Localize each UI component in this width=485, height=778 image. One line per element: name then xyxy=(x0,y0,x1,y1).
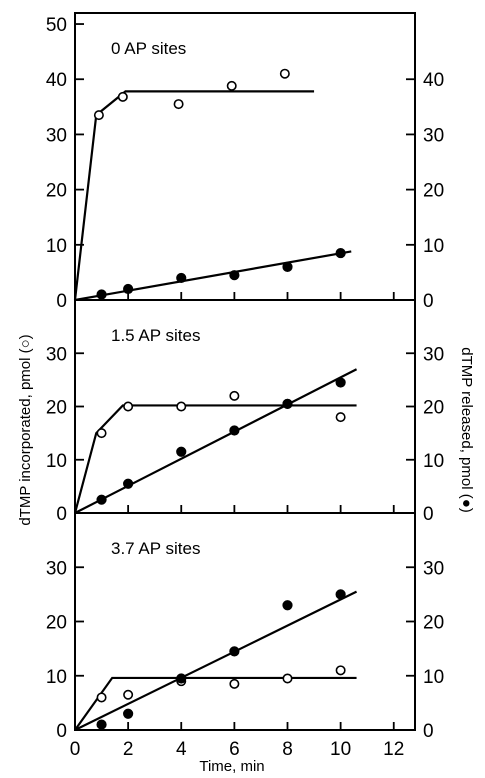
panel-2: 1.5 AP sites 0 10 20 30 0 10 20 30 xyxy=(46,299,444,525)
incorporated-point xyxy=(117,91,128,102)
panel-title: 3.7 AP sites xyxy=(111,539,200,558)
left-tick-label: 30 xyxy=(46,125,67,146)
released-point xyxy=(282,600,293,611)
x-tick-label: 2 xyxy=(123,739,134,760)
right-tick-label: 30 xyxy=(423,344,444,365)
right-tick-label: 10 xyxy=(423,236,444,257)
right-axis-title: dTMP released, pmol (●) xyxy=(458,347,475,513)
x-tick-label: 10 xyxy=(330,739,351,760)
x-tick-label: 6 xyxy=(229,739,240,760)
released-point xyxy=(96,494,107,505)
released-point xyxy=(176,446,187,457)
right-tick-label: 20 xyxy=(423,613,444,634)
left-tick-label: 0 xyxy=(56,504,67,525)
left-tick-label: 30 xyxy=(46,558,67,579)
released-point xyxy=(123,708,134,719)
incorporated-point xyxy=(96,428,107,439)
incorporated-point xyxy=(279,68,290,79)
right-tick-label: 0 xyxy=(423,291,434,312)
left-tick-label: 10 xyxy=(46,236,67,257)
released-point xyxy=(229,646,240,657)
right-tick-label: 20 xyxy=(423,181,444,202)
released-fit-line xyxy=(74,368,358,514)
right-tick-label: 30 xyxy=(423,125,444,146)
released-point xyxy=(96,289,107,300)
released-point xyxy=(335,589,346,600)
x-tick-label: 4 xyxy=(176,739,187,760)
incorporated-point xyxy=(123,401,134,412)
incorporated-point xyxy=(335,665,346,676)
left-tick-label: 20 xyxy=(46,181,67,202)
incorporated-point xyxy=(96,692,107,703)
released-point xyxy=(96,719,107,730)
released-point xyxy=(282,261,293,272)
incorporated-point xyxy=(335,412,346,423)
right-tick-label: 10 xyxy=(423,667,444,688)
released-point xyxy=(123,283,134,295)
incorporated-point xyxy=(282,673,293,684)
incorporated-point xyxy=(93,110,104,121)
left-tick-label: 10 xyxy=(46,451,67,472)
panel-3: 3.7 AP sites 0 10 20 30 0 10 20 30 xyxy=(46,512,444,742)
x-tick-label: 12 xyxy=(383,739,404,760)
incorporated-fit-line xyxy=(73,90,315,301)
released-fit-line xyxy=(74,250,352,302)
left-tick-label: 30 xyxy=(46,344,67,365)
released-point xyxy=(229,270,240,281)
incorporated-point xyxy=(226,80,237,91)
incorporated-point xyxy=(229,678,240,689)
x-tick-label: 0 xyxy=(70,739,81,760)
incorporated-fit-line xyxy=(74,676,357,731)
left-tick-label: 0 xyxy=(56,291,67,312)
x-tick-label: 8 xyxy=(282,739,293,760)
panel-title: 0 AP sites xyxy=(111,39,186,58)
left-tick-label: 20 xyxy=(46,613,67,634)
left-tick-label: 10 xyxy=(46,667,67,688)
incorporated-point xyxy=(229,390,240,401)
left-tick-label: 50 xyxy=(46,15,67,36)
left-tick-label: 40 xyxy=(46,70,67,91)
chart-panels: 0 AP sites 0 10 20 30 40 50 0 10 20 30 40 1.5 AP sit… xyxy=(46,12,444,742)
left-tick-label: 0 xyxy=(56,721,67,742)
released-fit-line xyxy=(74,590,358,731)
right-tick-label: 10 xyxy=(423,451,444,472)
incorporated-point xyxy=(173,99,184,110)
panel-1: 0 AP sites 0 10 20 30 40 50 0 10 20 30 40 xyxy=(46,12,444,312)
incorporated-fit-line xyxy=(73,404,357,514)
panel-title: 1.5 AP sites xyxy=(111,326,200,345)
x-axis-title: Time, min xyxy=(199,758,264,775)
released-point xyxy=(176,673,187,684)
right-tick-label: 40 xyxy=(423,70,444,91)
released-point xyxy=(229,425,240,436)
right-tick-label: 0 xyxy=(423,504,434,525)
released-point xyxy=(282,398,293,409)
released-point xyxy=(123,478,134,489)
right-tick-label: 20 xyxy=(423,398,444,419)
right-tick-label: 0 xyxy=(423,721,434,742)
left-axis-title: dTMP incorporated, pmol (○) xyxy=(17,334,34,525)
left-tick-label: 20 xyxy=(46,398,67,419)
x-axis: 0 2 4 6 8 10 12 xyxy=(70,739,405,760)
incorporated-point xyxy=(176,401,187,412)
released-point xyxy=(335,377,346,388)
released-point xyxy=(176,272,187,284)
right-tick-label: 30 xyxy=(423,558,444,579)
incorporated-point xyxy=(123,689,134,700)
released-point xyxy=(335,247,346,259)
